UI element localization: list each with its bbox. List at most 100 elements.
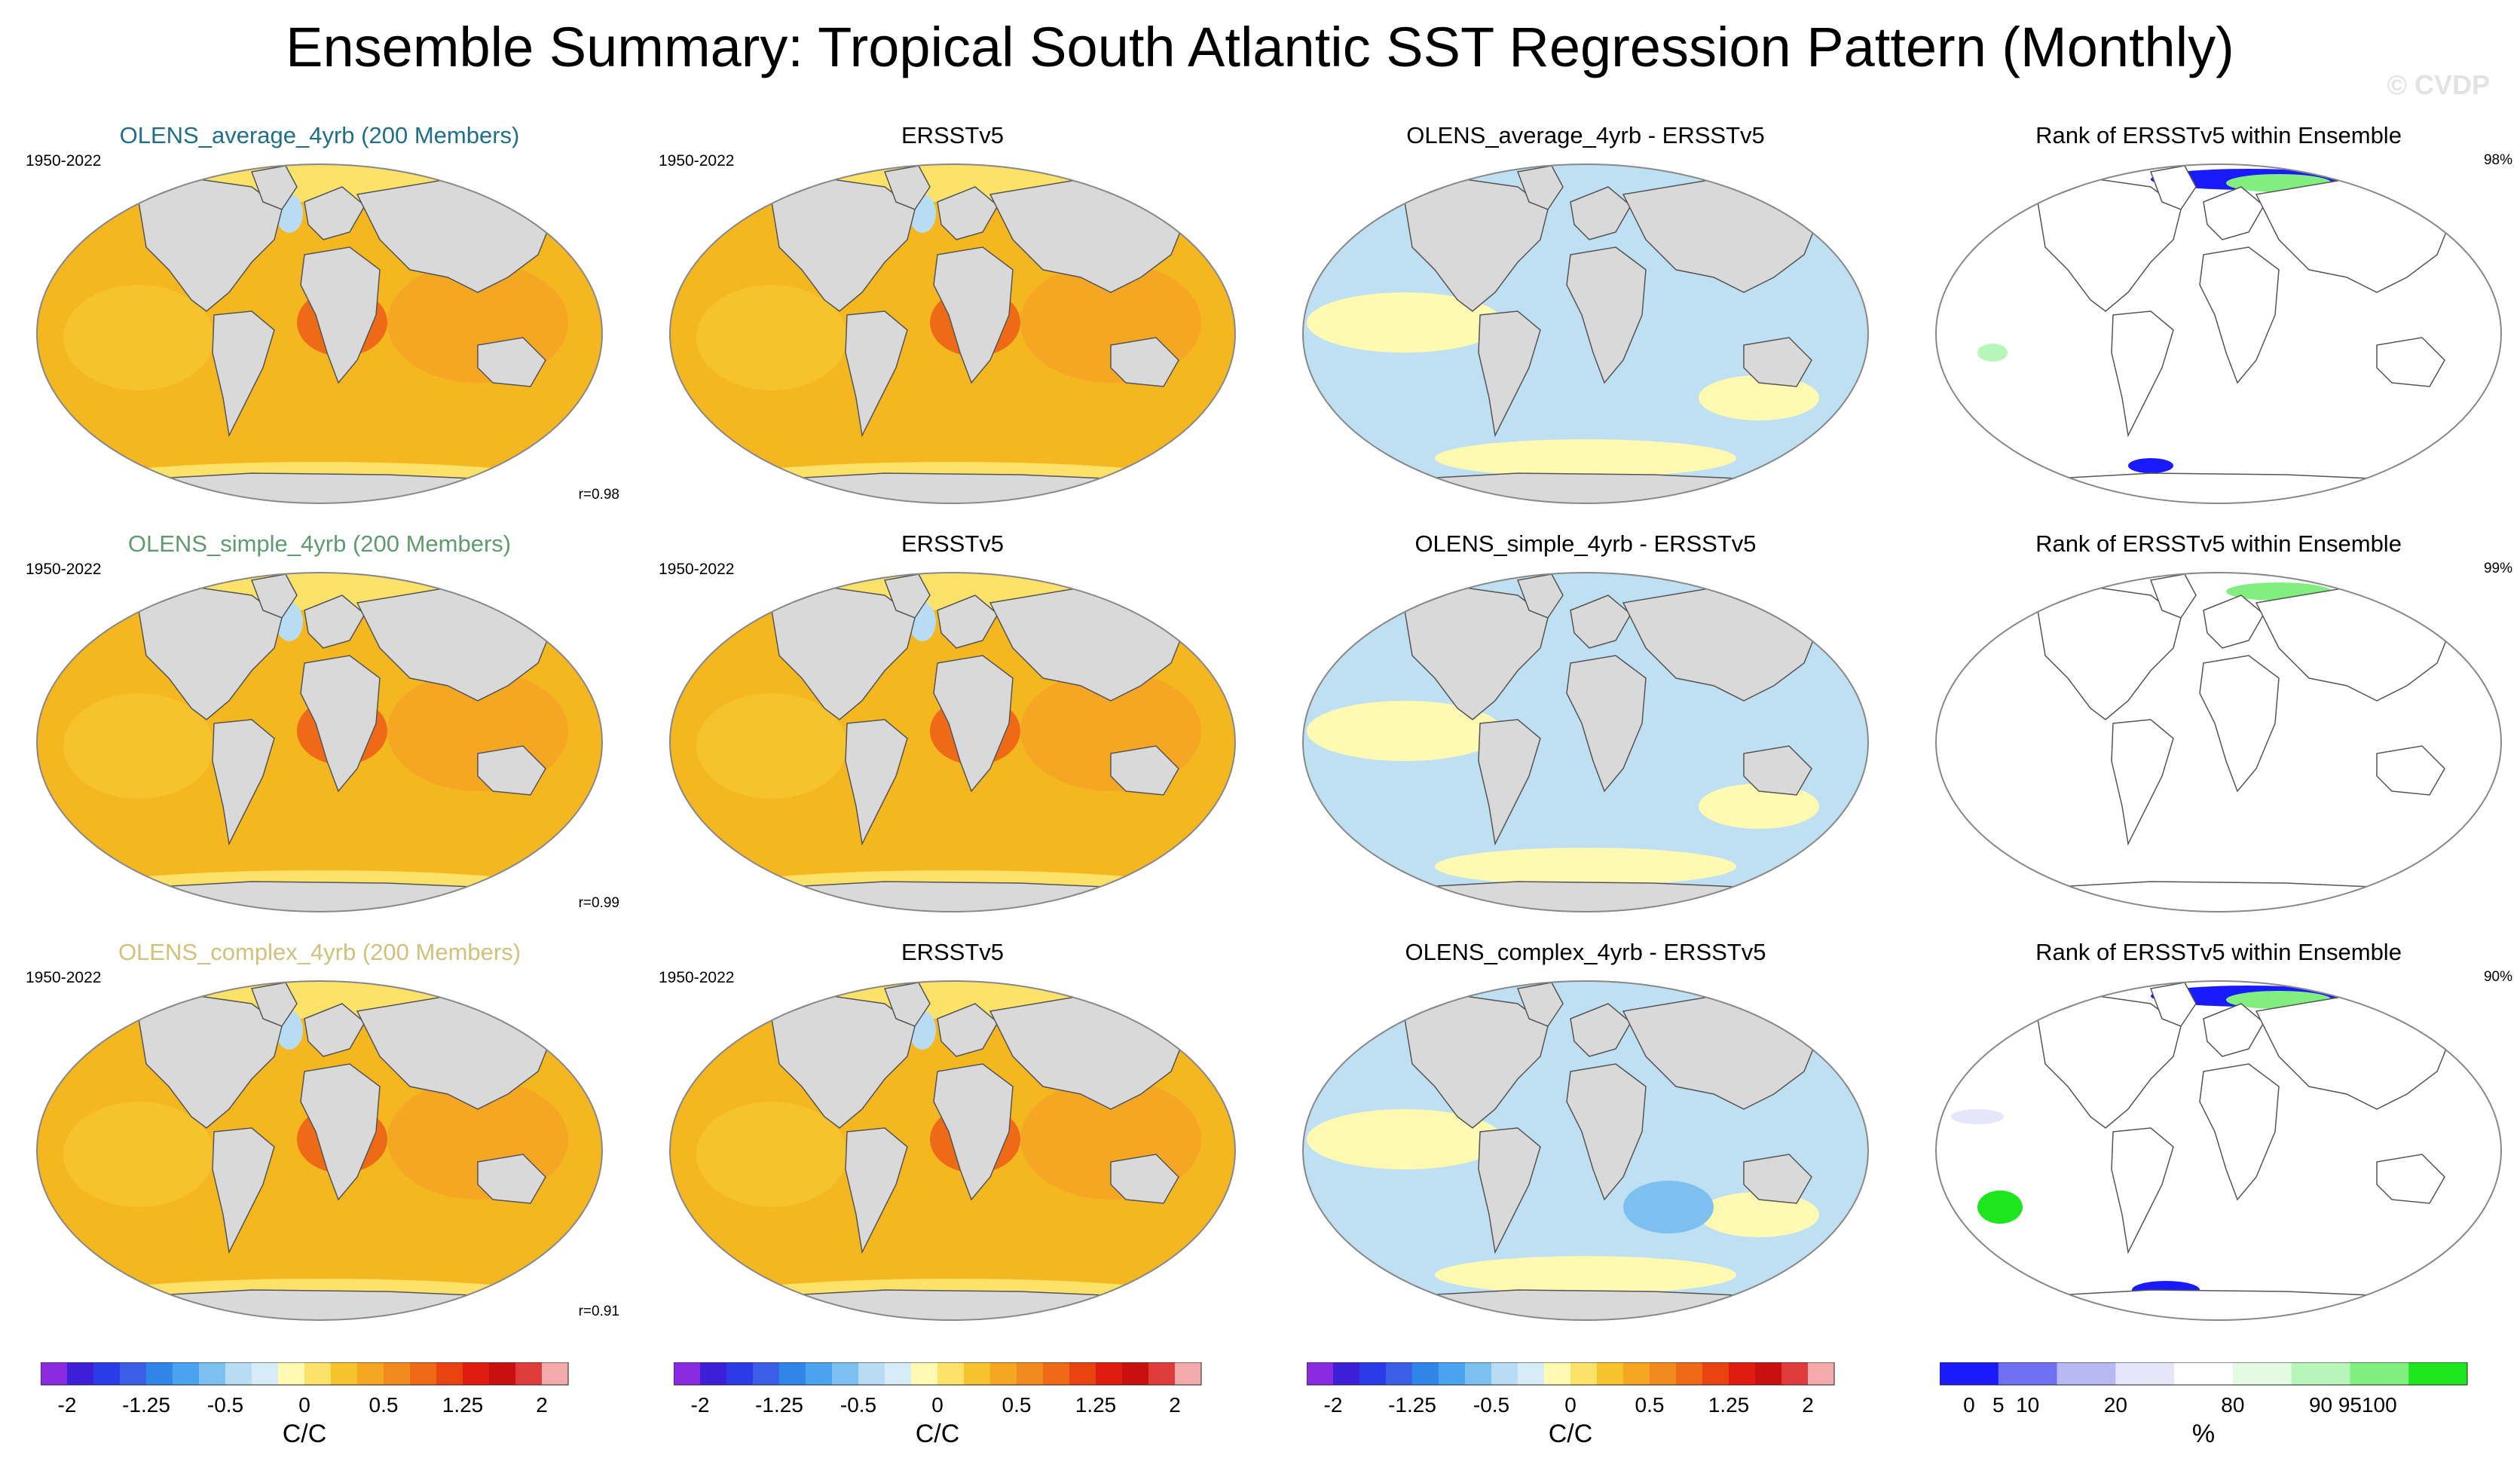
australia-landmass [2376,745,2445,796]
colorbar-tick-label: -2 [691,1393,710,1417]
colorbar-tick-label: 0 [298,1393,310,1417]
colorbar-swatch [463,1362,490,1385]
europe-landmass [937,186,999,240]
europe-landmass [1570,595,1632,649]
greenland-landmass [1516,573,1564,619]
polar-band [37,573,602,610]
colorbar-swatch [1491,1362,1518,1385]
colorbar-swatch [1043,1362,1070,1385]
southern-low-rank [2128,458,2173,473]
greenland-landmass [883,982,931,1027]
colorbar-tick-label: -1.25 [1388,1393,1436,1417]
colorbar-tick-label: 0 [1963,1393,1975,1417]
colorbar-tick-label: -1.25 [122,1393,170,1417]
colorbar-swatch [700,1362,727,1385]
colorbar-swatch [753,1362,780,1385]
africa-landmass [300,1063,381,1201]
panel-period: 1950-2022 [659,561,735,578]
colorbar-tick-label: 1.25 [1075,1393,1117,1417]
panel-period: 1950-2022 [26,561,102,578]
africa-landmass [2199,655,2280,793]
panel-title: ERSSTv5 [901,122,1005,148]
colorbar-swatch [990,1362,1017,1385]
australia-landmass [1743,745,1812,796]
colorbar-swatch [1544,1362,1571,1385]
indian-positive [1699,375,1819,420]
africa-landmass [1566,655,1647,793]
pacific-region [696,285,847,390]
south-america-landmass [2111,1127,2174,1255]
colorbar-swatch [1333,1362,1360,1385]
europe-landmass [1570,186,1632,240]
north-america-landmass [771,995,916,1129]
antarctica-landmass [1381,881,1791,912]
rank-percentage: 98% [2483,152,2512,168]
antarctica-landmass [115,1289,524,1320]
globe-outline [1935,164,2502,504]
globe-map [669,572,1236,912]
antarctica-landmass [2014,881,2424,912]
southern-positive [1435,848,1736,885]
colorbar-swatch [1518,1362,1545,1385]
globe-map [1935,164,2502,504]
globe-outline [36,572,603,912]
colorbar-swatch [357,1362,384,1385]
pacific-region [63,285,214,390]
greenland-landmass [883,165,931,210]
colorbar: -2 -1.25 -0.5 0 0.5 1.25 2 C/C [41,1362,659,1453]
colorbar-swatch [384,1362,411,1385]
europe-landmass [937,595,999,649]
colorbar: -2 -1.25 -0.5 0 0.5 1.25 2 C/C [1307,1362,1925,1453]
colorbar-swatch [489,1362,516,1385]
map-panel-row1-col2: ERSSTv5 1950-2022 [644,121,1262,527]
southern-positive [1435,1256,1736,1294]
colorbar-swatch [2174,1362,2234,1385]
south-america-landmass [1478,1127,1541,1255]
indian-positive [1699,784,1819,829]
panel-period: 1950-2022 [659,969,735,986]
pacific-positive [1307,701,1503,761]
colorbar-tick-label: -0.5 [207,1393,243,1417]
panel-title: Rank of ERSSTv5 within Ensemble [2035,939,2402,965]
africa-landmass [300,655,381,793]
colorbar-swatch [1122,1362,1149,1385]
pacific-region [63,693,214,799]
globe-outline [1302,164,1869,504]
colorbar-swatch [1148,1362,1176,1385]
colorbar-swatch [1729,1362,1756,1385]
globe-map [1302,980,1869,1321]
globe-map [1302,164,1869,504]
antarctica-landmass [2014,1289,2424,1320]
colorbar-units: C/C [282,1420,327,1448]
north-america-landmass [2037,179,2182,312]
antarctica-landmass [1381,472,1791,503]
globe-outline [669,164,1236,504]
colorbar-swatch [806,1362,833,1385]
colorbar-swatch [1650,1362,1677,1385]
globe-map [1935,980,2502,1321]
colorbar-tick-label: -0.5 [840,1393,876,1417]
colorbar: -2 -1.25 -0.5 0 0.5 1.25 2 C/C [674,1362,1292,1453]
south-america-landmass [212,310,275,438]
pacific-region [696,1102,847,1207]
colorbar: 0 5 10 20 80 90 95 100% [1940,1362,2520,1453]
south-america-landmass [845,310,908,438]
africa-landmass [1566,1063,1647,1201]
colorbar-swatch [304,1362,332,1385]
colorbar-swatch [1412,1362,1439,1385]
europe-landmass [304,1003,365,1057]
colorbar-swatch [1623,1362,1650,1385]
polar-band [670,981,1235,1019]
colorbar-swatch [1439,1362,1466,1385]
colorbar-swatch [1017,1362,1044,1385]
africa-landmass [933,655,1014,793]
colorbar-swatch [1096,1362,1123,1385]
europe-landmass [1570,1003,1632,1057]
colorbar-swatch [173,1362,200,1385]
map-panel-row3-col1: OLENS_complex_4yrb (200 Members) 1950-202… [11,937,628,1344]
north-america-landmass [138,995,283,1129]
globe-map [1302,572,1869,912]
map-panel-row3-col3: OLENS_complex_4yrb - ERSSTv5 [1277,937,1895,1344]
colorbar-tick-label: 0 [1564,1393,1577,1417]
colorbar-tick-label: 95 [2338,1393,2362,1417]
